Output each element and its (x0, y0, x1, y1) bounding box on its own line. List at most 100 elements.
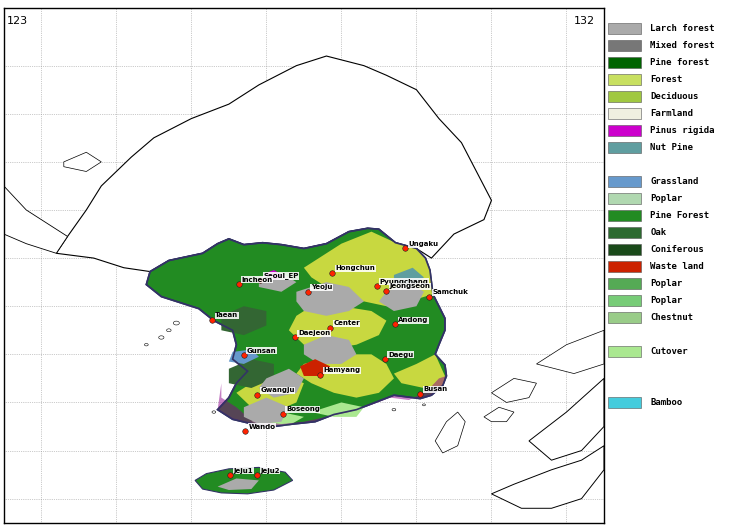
Text: 132: 132 (574, 16, 595, 26)
Text: Jeongseon: Jeongseon (390, 284, 430, 289)
Circle shape (144, 344, 148, 346)
Text: Larch forest: Larch forest (650, 24, 715, 33)
Polygon shape (259, 272, 297, 292)
Polygon shape (221, 306, 267, 335)
Polygon shape (311, 402, 364, 417)
Text: Deciduous: Deciduous (650, 92, 698, 101)
Polygon shape (4, 186, 67, 253)
Bar (609, 40, 642, 51)
Text: 123: 123 (7, 16, 28, 26)
Text: Andong: Andong (399, 317, 429, 323)
Text: Hamyang: Hamyang (323, 367, 361, 373)
Polygon shape (529, 379, 604, 460)
Text: Yeoju: Yeoju (310, 285, 332, 290)
Polygon shape (236, 374, 304, 412)
Polygon shape (379, 282, 424, 311)
Polygon shape (435, 412, 465, 453)
Text: Poplar: Poplar (650, 194, 683, 203)
Text: Grassland: Grassland (650, 177, 698, 186)
Bar (609, 244, 642, 255)
Text: Waste land: Waste land (650, 262, 704, 271)
Bar (609, 176, 642, 187)
Polygon shape (195, 467, 293, 494)
Text: Chestnut: Chestnut (650, 313, 693, 322)
Polygon shape (229, 359, 274, 388)
Text: Gunsan: Gunsan (247, 348, 276, 354)
Text: Daejeon: Daejeon (298, 330, 330, 336)
Bar (609, 91, 642, 102)
Bar (609, 227, 642, 238)
Bar (609, 125, 642, 136)
Bar (609, 74, 642, 85)
Text: Oak: Oak (650, 228, 667, 237)
Polygon shape (304, 232, 433, 306)
Text: Samchuk: Samchuk (432, 289, 468, 295)
Polygon shape (146, 228, 446, 427)
Text: Mixed forest: Mixed forest (650, 41, 715, 50)
Polygon shape (217, 376, 446, 427)
Text: Hongchun: Hongchun (335, 265, 375, 271)
Text: Poplar: Poplar (650, 296, 683, 305)
Polygon shape (57, 56, 492, 271)
Text: Incheon: Incheon (242, 277, 273, 282)
Bar (609, 278, 642, 289)
Polygon shape (394, 268, 424, 287)
Polygon shape (300, 359, 330, 376)
Text: Taean: Taean (215, 312, 239, 318)
Text: Boseong: Boseong (286, 406, 320, 412)
Polygon shape (63, 152, 101, 172)
Text: Gwangju: Gwangju (260, 388, 295, 393)
Text: Daegu: Daegu (388, 352, 413, 358)
Polygon shape (537, 331, 604, 374)
Text: Pine Forest: Pine Forest (650, 211, 710, 220)
Text: Bamboo: Bamboo (650, 398, 683, 407)
Circle shape (174, 321, 180, 325)
Bar (609, 397, 642, 408)
Text: Farmland: Farmland (650, 109, 693, 118)
Text: Jeju2: Jeju2 (260, 468, 280, 474)
Polygon shape (229, 350, 259, 364)
Polygon shape (244, 398, 289, 424)
Polygon shape (289, 306, 387, 350)
Bar (609, 210, 642, 221)
Text: Seoul_EP: Seoul_EP (263, 272, 299, 279)
Text: Busan: Busan (424, 386, 447, 392)
Text: Wando: Wando (248, 424, 276, 430)
Text: Pyungchang: Pyungchang (380, 279, 429, 285)
Polygon shape (492, 446, 604, 508)
Polygon shape (259, 369, 304, 398)
Text: Pine forest: Pine forest (650, 58, 710, 67)
Polygon shape (265, 270, 283, 280)
Circle shape (423, 404, 425, 406)
Circle shape (212, 411, 216, 413)
Polygon shape (492, 379, 537, 402)
Polygon shape (304, 335, 356, 364)
Bar (609, 108, 642, 119)
Bar (609, 193, 642, 204)
Bar (609, 57, 642, 68)
Polygon shape (251, 412, 304, 426)
Polygon shape (394, 354, 445, 388)
Bar (609, 142, 642, 153)
Text: Ungaku: Ungaku (408, 241, 439, 247)
Circle shape (159, 336, 164, 339)
Circle shape (167, 329, 171, 332)
Bar (609, 346, 642, 357)
Text: Nut Pine: Nut Pine (650, 143, 693, 152)
Circle shape (392, 409, 396, 411)
Text: Poplar: Poplar (650, 279, 683, 288)
Text: Coniferous: Coniferous (650, 245, 704, 254)
Polygon shape (297, 354, 394, 398)
Polygon shape (217, 478, 259, 490)
Bar (609, 295, 642, 306)
Polygon shape (484, 407, 514, 422)
Bar (609, 23, 642, 34)
Bar (609, 261, 642, 272)
Polygon shape (297, 282, 364, 316)
Text: Center: Center (333, 320, 360, 326)
Text: Pinus rigida: Pinus rigida (650, 126, 715, 135)
Text: Forest: Forest (650, 75, 683, 84)
Text: Jeju1: Jeju1 (233, 468, 253, 474)
Bar (609, 312, 642, 323)
Text: Cutover: Cutover (650, 347, 688, 356)
